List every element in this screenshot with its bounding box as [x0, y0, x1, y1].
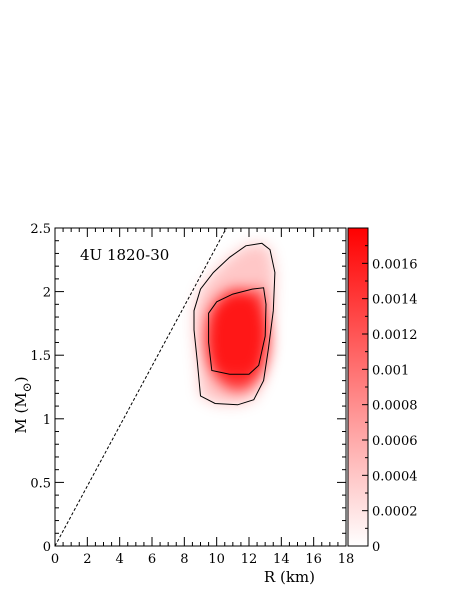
- contour-outer: [193, 242, 276, 406]
- plot-frame: [54, 227, 347, 547]
- y-tick-label: 0: [43, 540, 51, 555]
- svg-text:M (M⊙): M (M⊙): [12, 376, 34, 433]
- x-tick-label: 8: [180, 552, 188, 567]
- colorbar-tick-label: 0.0008: [372, 399, 418, 414]
- colorbar-tick-label: 0.0012: [372, 328, 418, 343]
- y-tick-label: 2: [43, 286, 51, 301]
- y-tick-label: 1: [43, 413, 51, 428]
- colorbar-tick-label: 0.0014: [372, 293, 418, 308]
- x-tick-label: 2: [83, 552, 91, 567]
- y-axis-label: M (M⊙): [12, 376, 34, 433]
- x-axis-label: R (km): [264, 568, 315, 586]
- x-tick-label: 12: [241, 552, 258, 567]
- colorbar-tick-label: 0.0004: [372, 469, 418, 484]
- colorbar-tick-label: 0.0016: [372, 257, 418, 272]
- y-axis-label-sun-symbol: ⊙: [20, 382, 34, 392]
- x-tick-label: 14: [273, 552, 290, 567]
- y-axis-label-close: ): [12, 376, 30, 382]
- colorbar-tick-label: 0: [372, 540, 380, 555]
- schwarzschild-limit-line: [55, 228, 227, 546]
- x-tick-label: 16: [305, 552, 322, 567]
- x-tick-label: 0: [51, 552, 59, 567]
- y-axis-label-main: M (M: [12, 392, 30, 433]
- contour-inner: [208, 287, 267, 375]
- colorbar-tick-label: 0.001: [372, 363, 409, 378]
- y-tick-label: 1.5: [30, 349, 51, 364]
- x-tick-label: 4: [116, 552, 124, 567]
- source-annotation: 4U 1820-30: [80, 246, 169, 264]
- colorbar-ticks: 0 0.0002 0.0004 0.0006 0.0008 0.001 0.0012 0.00…: [362, 245, 418, 555]
- colorbar-tick-label: 0.0006: [372, 434, 418, 449]
- contour-layer: [55, 228, 276, 546]
- y-tick-label: 2.5: [30, 222, 51, 237]
- density-heatmap: [194, 243, 275, 405]
- x-tick-label: 10: [208, 552, 225, 567]
- heat-peak: [205, 289, 270, 391]
- y-tick-label: 0.5: [30, 476, 51, 491]
- colorbar-tick-label: 0.0002: [372, 505, 418, 520]
- x-tick-label: 18: [338, 552, 355, 567]
- x-tick-label: 6: [148, 552, 156, 567]
